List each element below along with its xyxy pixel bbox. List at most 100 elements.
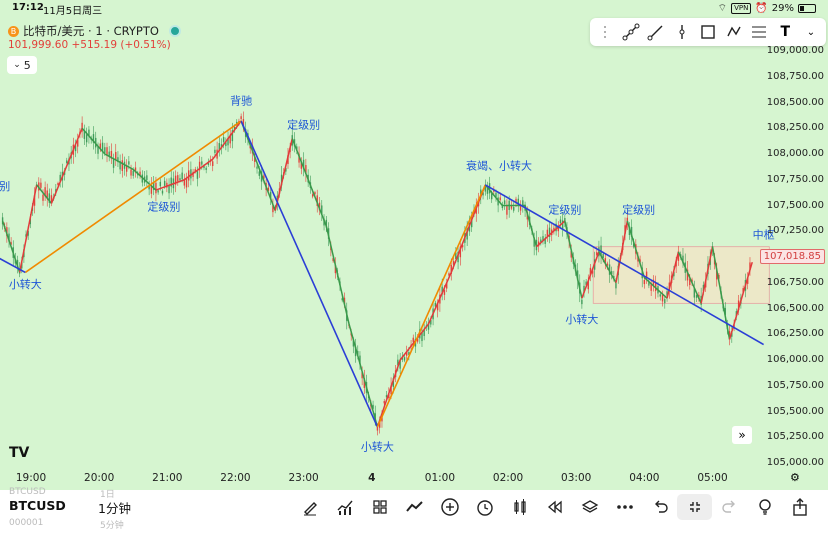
candle-body: [596, 252, 598, 256]
candle-body: [117, 157, 119, 163]
candle-body: [229, 134, 231, 144]
zigzag-segment: [376, 359, 401, 428]
candle-body: [134, 167, 137, 173]
candle-body: [585, 281, 587, 285]
path-icon[interactable]: [724, 22, 744, 42]
candle-body: [397, 359, 399, 366]
candle-body: [166, 182, 168, 188]
vertical-line-icon[interactable]: [672, 22, 692, 42]
candle-body: [305, 165, 307, 175]
redo-icon[interactable]: [712, 494, 747, 520]
candle-body: [188, 170, 190, 181]
candle-body: [430, 319, 432, 325]
symbol-header[interactable]: B 比特币/美元 · 1 · CRYPTO: [8, 23, 181, 39]
candle-body: [522, 200, 524, 207]
candle-body: [314, 192, 316, 195]
collapse-icon[interactable]: [677, 494, 712, 520]
text-icon[interactable]: T: [780, 24, 791, 40]
share-icon[interactable]: [782, 494, 817, 520]
candle-body: [240, 116, 242, 120]
alarm-icon[interactable]: [467, 494, 502, 520]
dropdown-icon[interactable]: ⌄: [806, 26, 816, 38]
candle-body: [185, 178, 188, 188]
candle-body: [256, 166, 258, 169]
candle-body: [269, 191, 272, 200]
symbol-selector[interactable]: BTCUSD: [9, 498, 66, 513]
indicators-icon[interactable]: [327, 494, 362, 520]
scroll-to-latest-button[interactable]: »: [732, 426, 752, 444]
candle-body: [27, 230, 29, 236]
y-tick-label: 107,250.00: [766, 225, 824, 237]
interval-selector[interactable]: 1分钟: [98, 501, 131, 516]
symbol-name[interactable]: 比特币/美元 · 1 · CRYPTO: [23, 24, 159, 38]
trend-line: [484, 184, 765, 346]
candle-body: [174, 175, 177, 185]
candle-body: [179, 178, 181, 181]
zigzag-segment: [274, 138, 293, 211]
candle-body: [630, 226, 633, 237]
bulb-icon[interactable]: [747, 494, 782, 520]
candle-body: [343, 297, 346, 305]
zigzag-segment: [81, 127, 106, 155]
zigzag-segment: [212, 120, 242, 160]
candle-body: [702, 284, 705, 291]
candle-body: [604, 258, 607, 265]
candle-body: [352, 340, 355, 347]
more-icon[interactable]: [607, 494, 642, 520]
candle-body: [318, 202, 321, 211]
zigzag-segment: [325, 225, 350, 325]
candle-body: [59, 174, 61, 182]
grid-icon[interactable]: [362, 494, 397, 520]
y-tick-label: 108,500.00: [766, 96, 824, 108]
candle-body: [408, 352, 410, 356]
strategy-icon[interactable]: [397, 494, 432, 520]
candle-body: [441, 286, 443, 295]
candle-body: [673, 271, 675, 277]
annotation-label: 衰竭、小转大: [466, 158, 532, 172]
candle-body: [724, 308, 726, 316]
candle-body: [652, 279, 655, 287]
candle-body: [155, 182, 157, 194]
candle-body: [555, 223, 557, 232]
candle-body: [101, 142, 104, 152]
price-axis[interactable]: 109,000.00 108,750.00 108,500.00 108,250.00…: [766, 45, 828, 476]
y-tick-label: 107,500.00: [766, 199, 824, 211]
candle-body: [559, 219, 562, 224]
candle-body: [125, 164, 128, 172]
pencil-icon[interactable]: [292, 494, 327, 520]
replay-icon[interactable]: [537, 494, 572, 520]
candle-body: [161, 190, 164, 194]
rectangle-icon[interactable]: [698, 22, 718, 42]
candle-body: [222, 137, 225, 142]
candle-body: [486, 186, 489, 194]
x-tick-label: 01:00: [424, 472, 456, 484]
add-icon[interactable]: [432, 494, 467, 520]
undo-icon[interactable]: [642, 494, 677, 520]
trend-line-icon[interactable]: [621, 22, 641, 42]
candle-body: [457, 251, 459, 263]
candle-body: [33, 195, 36, 206]
candle-body: [316, 195, 318, 206]
ray-icon[interactable]: [646, 22, 666, 42]
candle-body: [533, 237, 535, 247]
indicator-toggle[interactable]: ⌄ 5: [7, 56, 37, 74]
zigzag-segment: [598, 251, 617, 284]
axis-settings-icon[interactable]: ⚙: [790, 471, 800, 484]
chevron-down-icon: ⌄: [13, 60, 21, 70]
candle-body: [405, 351, 408, 356]
zigzag-segment: [677, 251, 702, 304]
y-tick-label: 108,000.00: [766, 148, 824, 159]
zigzag-segment: [626, 220, 646, 278]
candle-body: [443, 289, 446, 295]
fib-icon[interactable]: [749, 22, 769, 42]
candle-body: [44, 187, 46, 197]
candle-body: [8, 233, 10, 242]
candle-body: [321, 205, 323, 215]
zigzag-segment: [564, 220, 583, 299]
battery-text: 29%: [771, 3, 794, 14]
drag-handle-icon[interactable]: [595, 22, 615, 42]
layers-icon[interactable]: [572, 494, 607, 520]
candles-icon[interactable]: [502, 494, 537, 520]
